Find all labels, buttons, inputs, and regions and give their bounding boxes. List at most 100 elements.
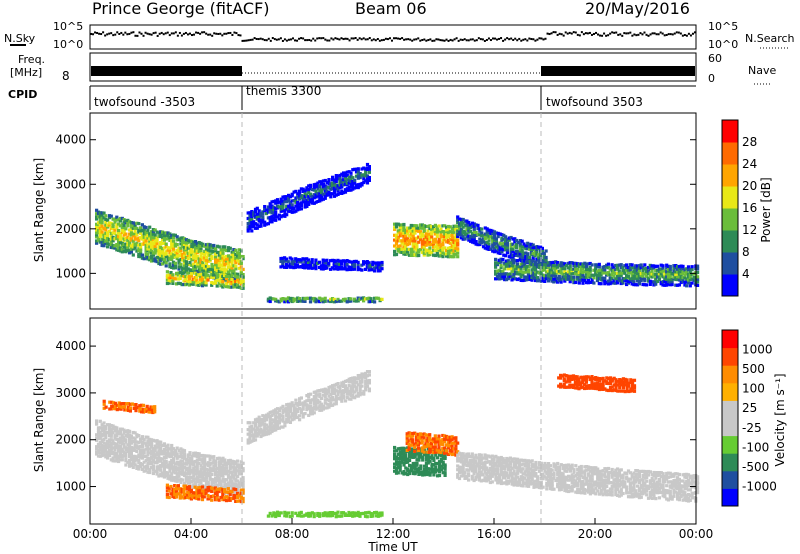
heatmap-cell (465, 235, 469, 239)
heatmap-cell (526, 259, 530, 263)
heatmap-cell (193, 249, 198, 253)
heatmap-cell (162, 470, 166, 474)
heatmap-cell (145, 409, 149, 413)
heatmap-cell (168, 474, 172, 478)
heatmap-cell (117, 454, 121, 459)
heatmap-cell (219, 460, 223, 464)
heatmap-cell (232, 493, 236, 498)
heatmap-cell (343, 190, 348, 194)
heatmap-cell (663, 272, 667, 276)
heatmap-cell (343, 176, 348, 180)
heatmap-cell (117, 401, 121, 405)
heatmap-cell (102, 441, 106, 445)
heatmap-cell (162, 448, 166, 452)
heatmap-cell (225, 483, 229, 487)
heatmap-cell (612, 274, 616, 278)
heatmap-cell (445, 248, 449, 253)
heatmap-cell (515, 277, 519, 282)
heatmap-cell (327, 193, 331, 197)
nsky-point (584, 32, 587, 35)
heatmap-cell (277, 213, 281, 217)
heatmap-cell (283, 424, 287, 428)
heatmap-cell (234, 274, 238, 278)
nsky-point (419, 39, 422, 42)
heatmap-cell (305, 296, 309, 300)
heatmap-cell (419, 226, 423, 230)
heatmap-cell (343, 379, 348, 383)
heatmap-cell (133, 237, 137, 241)
heatmap-cell (117, 456, 121, 460)
heatmap-cell (168, 250, 172, 254)
heatmap-cell (270, 429, 274, 434)
heatmap-cell (487, 234, 491, 238)
heatmap-cell (506, 272, 510, 276)
heatmap-cell (107, 229, 112, 233)
heatmap-cell (181, 478, 185, 482)
heatmap-cell (325, 402, 329, 406)
heatmap-cell (253, 226, 258, 230)
heatmap-cell (561, 275, 565, 279)
heatmap-cell (454, 248, 458, 252)
heatmap-cell (610, 281, 614, 285)
heatmap-cell (563, 279, 567, 283)
heatmap-cell (234, 473, 238, 477)
heatmap-cell (175, 277, 179, 281)
heatmap-cell (128, 454, 132, 458)
heatmap-cell (237, 251, 241, 256)
nsky-point (302, 37, 305, 40)
heatmap-cell (292, 299, 296, 303)
heatmap-cell (310, 258, 314, 262)
heatmap-cell (159, 258, 163, 262)
heatmap-cell (252, 222, 256, 226)
heatmap-cell (124, 448, 128, 452)
heatmap-cell (504, 259, 509, 263)
heatmap-cell (217, 264, 221, 268)
heatmap-cell (420, 234, 424, 238)
heatmap-cell (223, 259, 227, 263)
heatmap-cell (178, 270, 182, 274)
heatmap-cell (113, 244, 117, 248)
heatmap-cell (139, 236, 143, 240)
heatmap-cell (261, 419, 265, 423)
heatmap-cell (347, 267, 351, 271)
heatmap-cell (287, 207, 291, 211)
heatmap-cell (168, 452, 172, 456)
heatmap-cell (340, 399, 344, 403)
heatmap-cell (297, 514, 302, 518)
heatmap-cell (111, 239, 115, 243)
heatmap-cell (148, 447, 152, 451)
heatmap-cell (226, 473, 231, 477)
heatmap-cell (283, 197, 287, 201)
nsky-point (599, 34, 602, 37)
heatmap-cell (153, 444, 157, 448)
heatmap-cell (404, 460, 408, 464)
heatmap-cell (654, 272, 658, 276)
heatmap-cell (126, 238, 130, 242)
heatmap-cell (508, 272, 512, 276)
heatmap-cell (223, 480, 227, 484)
heatmap-cell (349, 385, 353, 389)
heatmap-cell (96, 231, 101, 235)
heatmap-cell (491, 229, 495, 233)
heatmap-cell (98, 419, 102, 423)
heatmap-cell (426, 229, 430, 233)
heatmap-cell (424, 248, 428, 252)
heatmap-cell (632, 274, 636, 278)
heatmap-cell (203, 258, 207, 262)
heatmap-cell (349, 174, 353, 178)
heatmap-cell (199, 254, 203, 259)
heatmap-cell (112, 406, 116, 410)
heatmap-cell (672, 264, 676, 268)
nsky-point (665, 33, 668, 36)
heatmap-cell (129, 233, 133, 237)
heatmap-cell (409, 253, 413, 257)
heatmap-cell (146, 228, 150, 232)
heatmap-cell (219, 473, 223, 478)
heatmap-cell (263, 425, 267, 429)
heatmap-cell (566, 274, 570, 278)
heatmap-cell (124, 451, 128, 456)
heatmap-cell (615, 266, 620, 270)
nsky-point (249, 38, 252, 41)
heatmap-cell (610, 277, 614, 281)
heatmap-cell (234, 260, 238, 265)
